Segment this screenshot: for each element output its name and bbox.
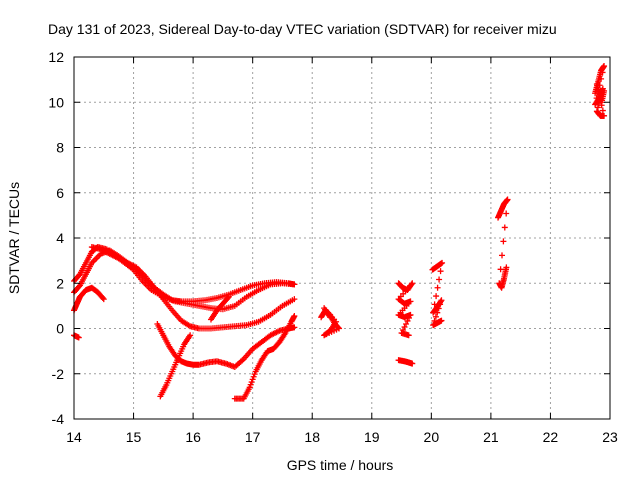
data-point <box>432 313 439 320</box>
data-point <box>291 324 298 331</box>
data-point <box>75 272 82 279</box>
data-point <box>438 297 445 304</box>
data-point <box>437 301 444 308</box>
data-point <box>99 294 106 301</box>
data-point <box>595 87 602 94</box>
y-tick-label: 6 <box>56 185 64 201</box>
x-tick-label: 14 <box>66 429 82 445</box>
series-sat-c <box>88 244 298 305</box>
data-point <box>500 238 507 245</box>
y-tick-label: 0 <box>56 321 64 337</box>
y-tick-label: -2 <box>52 366 65 382</box>
chart-title: Day 131 of 2023, Sidereal Day-to-day VTE… <box>48 21 557 37</box>
series-sat-o <box>592 63 608 119</box>
x-tick-label: 17 <box>245 429 261 445</box>
data-point <box>291 281 298 288</box>
data-point <box>437 268 444 275</box>
data-point <box>435 305 442 312</box>
y-tick-labels: -4 -2 0 2 4 6 8 10 12 <box>48 49 64 427</box>
y-tick-label: 2 <box>56 275 64 291</box>
x-tick-label: 23 <box>602 429 618 445</box>
data-point <box>404 317 411 324</box>
y-tick-label: 10 <box>48 94 64 110</box>
x-tick-label: 21 <box>483 429 499 445</box>
data-point <box>327 314 334 321</box>
data-point <box>503 210 510 217</box>
data-point <box>291 313 298 320</box>
y-axis-label: SDTVAR / TECUs <box>6 182 22 294</box>
data-point <box>601 112 608 119</box>
x-tick-label: 19 <box>364 429 380 445</box>
data-point <box>501 224 508 231</box>
x-tick-label: 16 <box>185 429 201 445</box>
x-axis-label: GPS time / hours <box>287 457 394 473</box>
y-tick-label: 4 <box>56 230 64 246</box>
series-sat-h <box>231 313 298 402</box>
x-tick-label: 20 <box>424 429 440 445</box>
data-point <box>100 296 107 303</box>
data-point <box>187 332 194 339</box>
data-point <box>594 84 601 91</box>
data-point <box>497 266 504 273</box>
series-sat-k <box>395 280 416 339</box>
data-point <box>599 69 606 76</box>
data-point <box>406 314 412 321</box>
series-sat-g <box>157 332 194 400</box>
data-point <box>225 293 232 300</box>
axis-ticks <box>73 56 611 420</box>
grid <box>74 57 610 419</box>
data-point <box>436 276 443 283</box>
data-point <box>434 309 441 316</box>
data-point <box>407 311 414 318</box>
data-point <box>598 75 605 82</box>
data-point <box>433 293 440 300</box>
data-point <box>403 320 410 327</box>
x-tick-label: 22 <box>543 429 559 445</box>
data-point <box>75 283 82 290</box>
y-tick-label: -4 <box>52 411 65 427</box>
data-point <box>439 259 446 266</box>
data-point <box>599 107 606 114</box>
data-point <box>405 332 412 339</box>
x-tick-labels: 14 15 16 17 18 19 20 21 22 23 <box>66 429 618 445</box>
data-point <box>434 284 441 291</box>
data-point <box>224 294 231 301</box>
data-point <box>504 196 511 203</box>
data-point <box>291 296 298 303</box>
x-tick-label: 18 <box>304 429 320 445</box>
data-point <box>601 63 608 70</box>
series-sat-i <box>207 293 232 323</box>
x-tick-label: 15 <box>126 429 142 445</box>
series-sat-j <box>318 305 343 339</box>
series-sat-e <box>71 332 82 341</box>
y-tick-label: 12 <box>48 49 64 65</box>
data-point <box>75 334 82 341</box>
data-point <box>601 87 608 94</box>
data-points <box>71 63 608 402</box>
series-sat-n <box>495 196 511 291</box>
data-point <box>437 298 444 305</box>
data-point <box>409 360 416 367</box>
data-point <box>499 252 506 259</box>
data-point <box>503 264 510 271</box>
y-tick-label: 8 <box>56 140 64 156</box>
data-point <box>438 317 445 324</box>
data-point <box>593 81 600 88</box>
data-point <box>401 323 408 330</box>
series-sat-l <box>395 357 416 367</box>
series-sat-m <box>429 259 446 329</box>
